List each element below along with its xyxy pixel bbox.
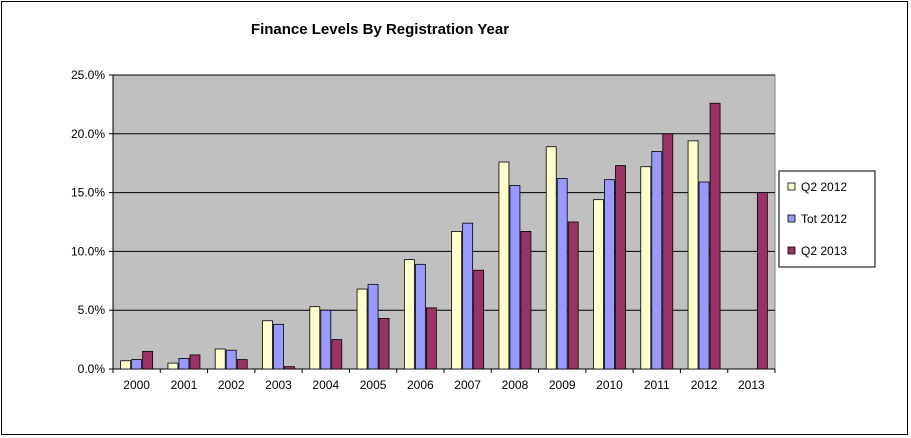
bar-q2-2013-2012 <box>709 102 721 370</box>
bar-q2-2013-2004 <box>331 339 343 370</box>
bar-tot-2012-2006 <box>414 263 426 370</box>
legend-label: Q2 2012 <box>801 180 847 194</box>
bar-q2-2012-2000 <box>120 360 132 370</box>
bar-q2-2013-2006 <box>425 307 437 370</box>
bar-tot-2012-2008 <box>509 185 521 370</box>
x-tick-label: 2006 <box>407 378 434 392</box>
bar-q2-2013-2013 <box>756 192 768 370</box>
bar-q2-2013-2005 <box>378 318 390 370</box>
bar-tot-2012-2001 <box>178 358 190 370</box>
legend-label: Q2 2013 <box>801 244 847 258</box>
y-tick-label: 25.0% <box>71 68 105 82</box>
bar-q2-2013-2003 <box>284 366 295 370</box>
bar-q2-2013-2011 <box>662 133 674 370</box>
bar-tot-2012-2002 <box>225 349 237 370</box>
bar-q2-2013-2000 <box>142 350 154 370</box>
x-tick-label: 2003 <box>265 378 292 392</box>
y-tick-label: 0.0% <box>78 362 106 376</box>
x-tick-label: 2010 <box>596 378 623 392</box>
bar-q2-2013-2001 <box>189 354 201 370</box>
x-tick-label: 2001 <box>171 378 198 392</box>
bar-q2-2012-2010 <box>593 199 604 370</box>
bar-tot-2012-2005 <box>367 283 379 370</box>
x-tick-label: 2013 <box>738 378 765 392</box>
bar-q2-2012-2004 <box>309 306 321 370</box>
bar-tot-2012-2007 <box>462 222 474 370</box>
legend-swatch <box>787 182 796 191</box>
x-tick-label: 2002 <box>218 378 245 392</box>
bar-tot-2012-2011 <box>651 151 663 370</box>
bar-tot-2012-2003 <box>273 323 284 370</box>
legend-label: Tot 2012 <box>801 212 847 226</box>
legend-swatch <box>787 246 796 255</box>
bar-q2-2013-2009 <box>567 221 579 370</box>
x-tick-label: 2007 <box>454 378 481 392</box>
x-tick-label: 2009 <box>549 378 576 392</box>
bar-q2-2013-2002 <box>236 359 248 370</box>
bar-q2-2012-2009 <box>545 146 557 370</box>
bar-tot-2012-2000 <box>131 359 143 370</box>
y-tick-label: 15.0% <box>71 186 105 200</box>
y-tick-label: 10.0% <box>71 244 105 258</box>
bar-q2-2012-2008 <box>498 161 510 370</box>
plot-area <box>112 74 776 370</box>
x-tick-label: 2005 <box>360 378 387 392</box>
bar-q2-2012-2001 <box>167 362 179 370</box>
y-tick-label: 20.0% <box>71 127 105 141</box>
x-tick-label: 2000 <box>123 378 150 392</box>
bar-tot-2012-2012 <box>698 181 710 370</box>
bar-tot-2012-2009 <box>556 178 568 370</box>
x-tick-label: 2008 <box>502 378 529 392</box>
x-tick-label: 2011 <box>644 378 670 392</box>
chart-title: Finance Levels By Registration Year <box>251 21 509 38</box>
bar-q2-2013-2008 <box>520 231 532 370</box>
bar-q2-2013-2010 <box>615 165 626 370</box>
bar-q2-2012-2005 <box>356 288 368 370</box>
bar-q2-2013-2007 <box>473 269 485 370</box>
x-tick-label: 2004 <box>312 378 339 392</box>
bar-q2-2012-2006 <box>403 259 415 370</box>
y-tick-label: 5.0% <box>78 303 106 317</box>
x-tick-label: 2012 <box>691 378 718 392</box>
bar-q2-2012-2011 <box>640 166 652 370</box>
bar-tot-2012-2010 <box>604 179 615 370</box>
bar-q2-2012-2003 <box>262 320 273 370</box>
bar-tot-2012-2004 <box>320 309 332 370</box>
legend-swatch <box>787 214 796 223</box>
bar-q2-2012-2012 <box>687 140 699 370</box>
bar-q2-2012-2007 <box>451 231 463 370</box>
bar-q2-2012-2002 <box>214 348 226 370</box>
